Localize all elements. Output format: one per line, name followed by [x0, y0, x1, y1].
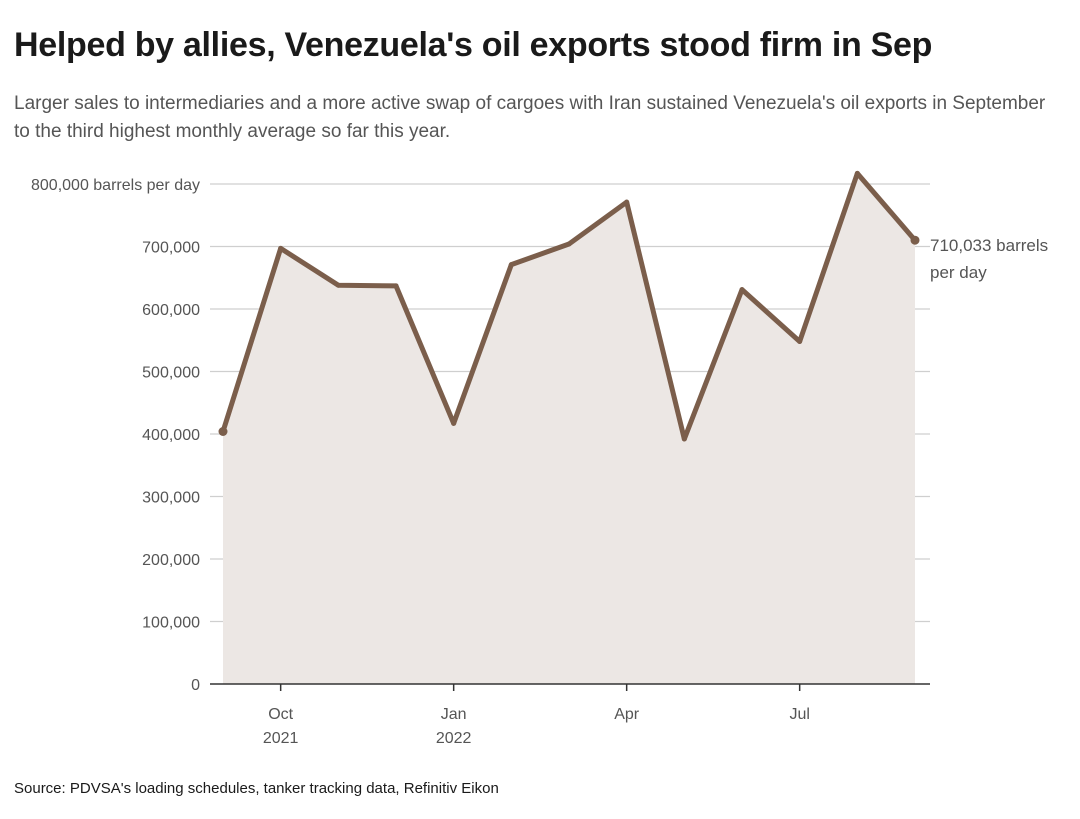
- chart-subtitle: Larger sales to intermediaries and a mor…: [14, 93, 1046, 142]
- data-point: [278, 245, 284, 251]
- data-point: [218, 427, 228, 436]
- y-tick-label: 0: [191, 677, 200, 694]
- data-point: [910, 235, 920, 245]
- data-point: [797, 339, 803, 344]
- y-tick-label: 100,000: [142, 615, 200, 632]
- x-axis-ticks: Oct 2021 Jan 2022 Apr Jul: [263, 684, 810, 747]
- x-tick-year-label: 2021: [263, 730, 299, 747]
- y-axis-ticks: 0 100,000 200,000 300,000 400,000 500,000 600,…: [31, 177, 200, 694]
- data-point: [335, 282, 341, 288]
- y-tick-label: 700,000: [142, 240, 200, 257]
- end-value-label-line1: 710,033 barrels: [930, 236, 1048, 255]
- end-value-label-line2: per day: [930, 263, 987, 282]
- area-fill: [223, 173, 915, 684]
- data-points: [218, 170, 920, 442]
- data-point: [739, 287, 745, 293]
- data-point: [566, 241, 572, 247]
- x-tick-label: Oct: [268, 706, 293, 723]
- y-tick-label: 600,000: [142, 302, 200, 319]
- source-note: Source: PDVSA's loading schedules, tanke…: [14, 780, 499, 797]
- x-tick-label: Jan: [441, 706, 467, 723]
- data-point: [681, 436, 687, 442]
- y-tick-label: 200,000: [142, 552, 200, 569]
- y-tick-label: 500,000: [142, 365, 200, 382]
- x-tick-label: Apr: [614, 706, 640, 723]
- data-point: [508, 262, 514, 268]
- y-tick-label: 400,000: [142, 427, 200, 444]
- x-tick-label: Jul: [789, 706, 809, 723]
- x-tick-year-label: 2022: [436, 730, 472, 747]
- data-point: [393, 283, 399, 289]
- data-point: [854, 170, 860, 176]
- data-point: [451, 420, 457, 426]
- data-point: [624, 199, 630, 205]
- y-tick-label: 300,000: [142, 490, 200, 507]
- y-tick-label: 800,000 barrels per day: [31, 177, 200, 194]
- chart-title: Helped by allies, Venezuela's oil export…: [14, 26, 933, 64]
